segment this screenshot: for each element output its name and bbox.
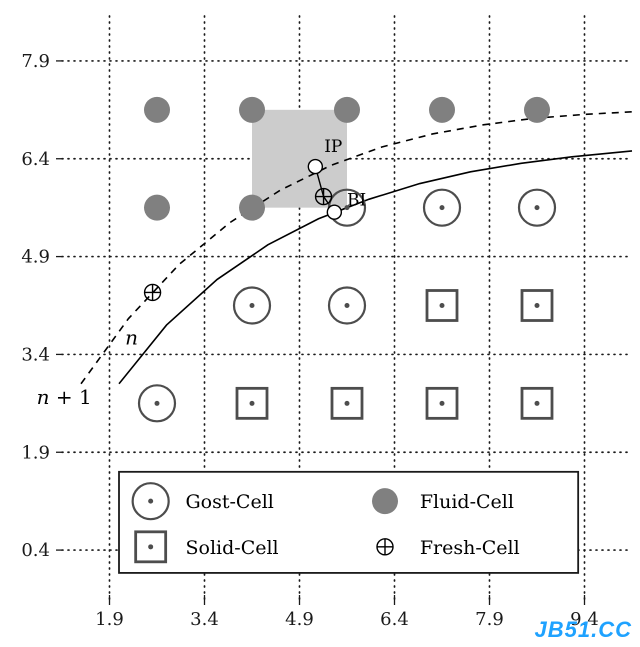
marker-filled_circle xyxy=(524,97,550,123)
curve-n-label: n xyxy=(125,326,138,350)
marker-filled_circle xyxy=(144,195,170,221)
legend-label: Fresh-Cell xyxy=(420,537,520,559)
marker-plus_circle xyxy=(316,189,332,205)
label-IP: IP xyxy=(324,137,342,157)
marker-filled_circle xyxy=(239,97,265,123)
ytick-label: 3.4 xyxy=(21,344,50,365)
marker-plus_circle xyxy=(145,284,161,300)
ytick-label: 6.4 xyxy=(21,149,50,170)
ytick-label: 7.9 xyxy=(21,51,50,72)
watermark: JB51.CC xyxy=(535,617,632,643)
legend-label: Solid-Cell xyxy=(186,537,279,559)
ytick-label: 1.9 xyxy=(21,442,50,463)
marker-filled_circle xyxy=(372,488,398,514)
marker-open_circle xyxy=(308,160,322,174)
xtick-label: 7.9 xyxy=(475,609,504,630)
marker-filled_circle xyxy=(239,195,265,221)
marker-plus_circle xyxy=(377,539,393,555)
interp-region xyxy=(252,110,347,208)
legend-label: Fluid-Cell xyxy=(420,491,514,513)
xtick-label: 1.9 xyxy=(95,609,124,630)
xtick-label: 4.9 xyxy=(285,609,314,630)
xtick-label: 3.4 xyxy=(190,609,219,630)
ytick-label: 4.9 xyxy=(21,247,50,268)
marker-filled_circle xyxy=(429,97,455,123)
marker-filled_circle xyxy=(334,97,360,123)
marker-open_circle xyxy=(327,205,341,219)
chart-container: nn + 1IPBI1.93.44.96.47.99.40.41.93.44.9… xyxy=(0,0,640,647)
xtick-label: 6.4 xyxy=(380,609,409,630)
curve-np1-label: n + 1 xyxy=(37,385,92,409)
ytick-label: 0.4 xyxy=(21,540,50,561)
legend-label: Gost-Cell xyxy=(186,491,274,513)
marker-filled_circle xyxy=(144,97,170,123)
plot-svg: nn + 1IPBI1.93.44.96.47.99.40.41.93.44.9… xyxy=(0,0,640,647)
label-BI: BI xyxy=(347,191,366,211)
